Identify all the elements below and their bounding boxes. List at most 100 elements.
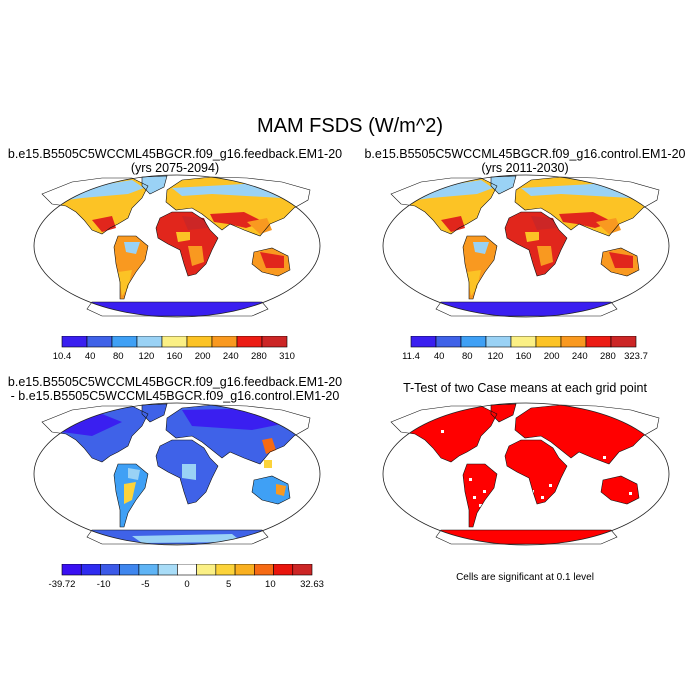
colorbar-label: 11.4 <box>402 351 420 362</box>
diff-patch-amazon <box>128 468 140 480</box>
coastline-na <box>41 405 149 463</box>
nonsig-cell <box>469 478 472 481</box>
map-difference <box>33 402 321 546</box>
nonsig-cell <box>549 484 552 487</box>
globe-border <box>382 402 670 546</box>
diff-patch-central-africa <box>182 464 196 480</box>
colorbar-label: 323.7 <box>624 351 648 362</box>
patch-southern-africa <box>188 246 204 266</box>
colorbar-label: -10 <box>97 579 111 590</box>
colorbar-label: 40 <box>434 351 445 362</box>
coastline-antarctica <box>86 301 269 317</box>
nonsig-cell <box>479 504 482 507</box>
panel-title-feedback: b.e15.B5505C5WCCML45BGCR.f09_g16.feedbac… <box>0 147 350 175</box>
colorbar-swatch <box>100 564 120 576</box>
patch-south-asia <box>247 218 272 234</box>
colorbar-label: 240 <box>572 351 588 362</box>
coastline-africa <box>155 211 219 277</box>
colorbar-swatch <box>261 336 288 348</box>
coastline-antarctica <box>435 301 618 317</box>
patch-amazon <box>124 242 140 254</box>
nonsig-cell <box>541 496 544 499</box>
colorbar-swatch <box>177 564 197 576</box>
colorbar-label: 120 <box>487 351 503 362</box>
coastline-sa <box>462 463 498 528</box>
coastline-na <box>390 405 498 463</box>
colorbar-label: 80 <box>462 351 473 362</box>
panel-title-difference-line2: - b.e15.B5505C5WCCML45BGCR.f09_g16.contr… <box>10 389 340 403</box>
nonsig-cell <box>619 466 622 469</box>
nonsig-cell <box>629 492 632 495</box>
colorbar-label: 200 <box>544 351 560 362</box>
diff-region-aus <box>252 476 290 504</box>
colorbar-label: 10 <box>265 579 276 590</box>
coastline-africa <box>155 439 219 505</box>
patch-southern-africa <box>537 246 553 266</box>
colorbar-swatch <box>234 564 255 576</box>
colorbar-swatch <box>292 564 313 576</box>
colorbar-swatch <box>138 564 159 576</box>
colorbar-swatch <box>585 336 612 348</box>
colorbar-swatch <box>196 564 217 576</box>
colorbar-label: 200 <box>195 351 211 362</box>
diff-patch-australia-east <box>276 484 286 496</box>
coastline-eurasia <box>165 404 311 465</box>
colorbar-label: 160 <box>167 351 183 362</box>
colorbar-control: 11.4 40 80 120 160 200 240 280 323.7 <box>402 336 648 362</box>
map-control <box>382 174 670 318</box>
colorbar-difference: -39.72 -10 -5 0 5 10 32.63 <box>49 564 324 590</box>
region-antarctica <box>87 302 268 316</box>
coastline-na <box>41 177 149 235</box>
colorbar-swatch <box>215 564 236 576</box>
colorbar-swatch <box>410 336 437 348</box>
colorbar-label: 80 <box>113 351 124 362</box>
main-title: MAM FSDS (W/m^2) <box>256 115 444 137</box>
colorbar-swatch <box>610 336 637 348</box>
region-greenland <box>491 176 516 194</box>
region-antarctica <box>436 302 617 316</box>
coastline-aus <box>251 247 291 277</box>
colorbar-label: 160 <box>516 351 532 362</box>
coastline-antarctica <box>435 529 618 545</box>
coastline-aus <box>600 475 640 505</box>
colorbar-swatch <box>535 336 562 348</box>
colorbar-label: 40 <box>85 351 96 362</box>
diff-patch-east-china <box>262 438 276 454</box>
colorbar-label: 240 <box>223 351 239 362</box>
diff-patch-se-asia <box>264 460 272 468</box>
colorbar-label: -39.72 <box>49 579 76 590</box>
colorbar-swatch <box>111 336 138 348</box>
colorbar-swatch <box>510 336 537 348</box>
nonsig-cell <box>473 496 476 499</box>
nonsig-cell <box>441 430 444 433</box>
sig-region-greenland <box>491 404 516 422</box>
nonsig-cell <box>483 490 486 493</box>
panel-title-feedback-line1: b.e15.B5505C5WCCML45BGCR.f09_g16.feedbac… <box>7 147 343 161</box>
colorbar-label: 5 <box>226 579 231 590</box>
patch-congo <box>525 232 539 242</box>
colorbar-swatch <box>485 336 512 348</box>
coastline-antarctica <box>86 529 269 545</box>
panel-title-ttest: T-Test of two Case means at each grid po… <box>350 381 700 395</box>
globe-border <box>33 174 321 318</box>
globe-border <box>382 174 670 318</box>
colorbar-label: 310 <box>279 351 295 362</box>
nonsig-cell <box>531 490 534 493</box>
colorbar-swatch <box>460 336 487 348</box>
nonsig-cell <box>603 456 606 459</box>
patch-sahara-core <box>531 216 557 230</box>
coastline-greenland <box>141 175 168 195</box>
patch-sahara-core <box>182 216 208 230</box>
coastline-africa <box>504 439 568 505</box>
patch-australia-interior <box>260 252 284 268</box>
panel-title-control-line1: b.e15.B5505C5WCCML45BGCR.f09_g16.control… <box>364 147 686 161</box>
colorbar-swatch <box>236 336 263 348</box>
colorbar-label: 280 <box>251 351 267 362</box>
map-ttest <box>382 402 670 546</box>
diff-region-greenland <box>142 404 167 422</box>
colorbar-swatch <box>186 336 213 348</box>
colorbar-label: 0 <box>184 579 189 590</box>
globe-border <box>33 402 321 546</box>
coastline-greenland <box>490 403 517 423</box>
coastline-na <box>390 177 498 235</box>
